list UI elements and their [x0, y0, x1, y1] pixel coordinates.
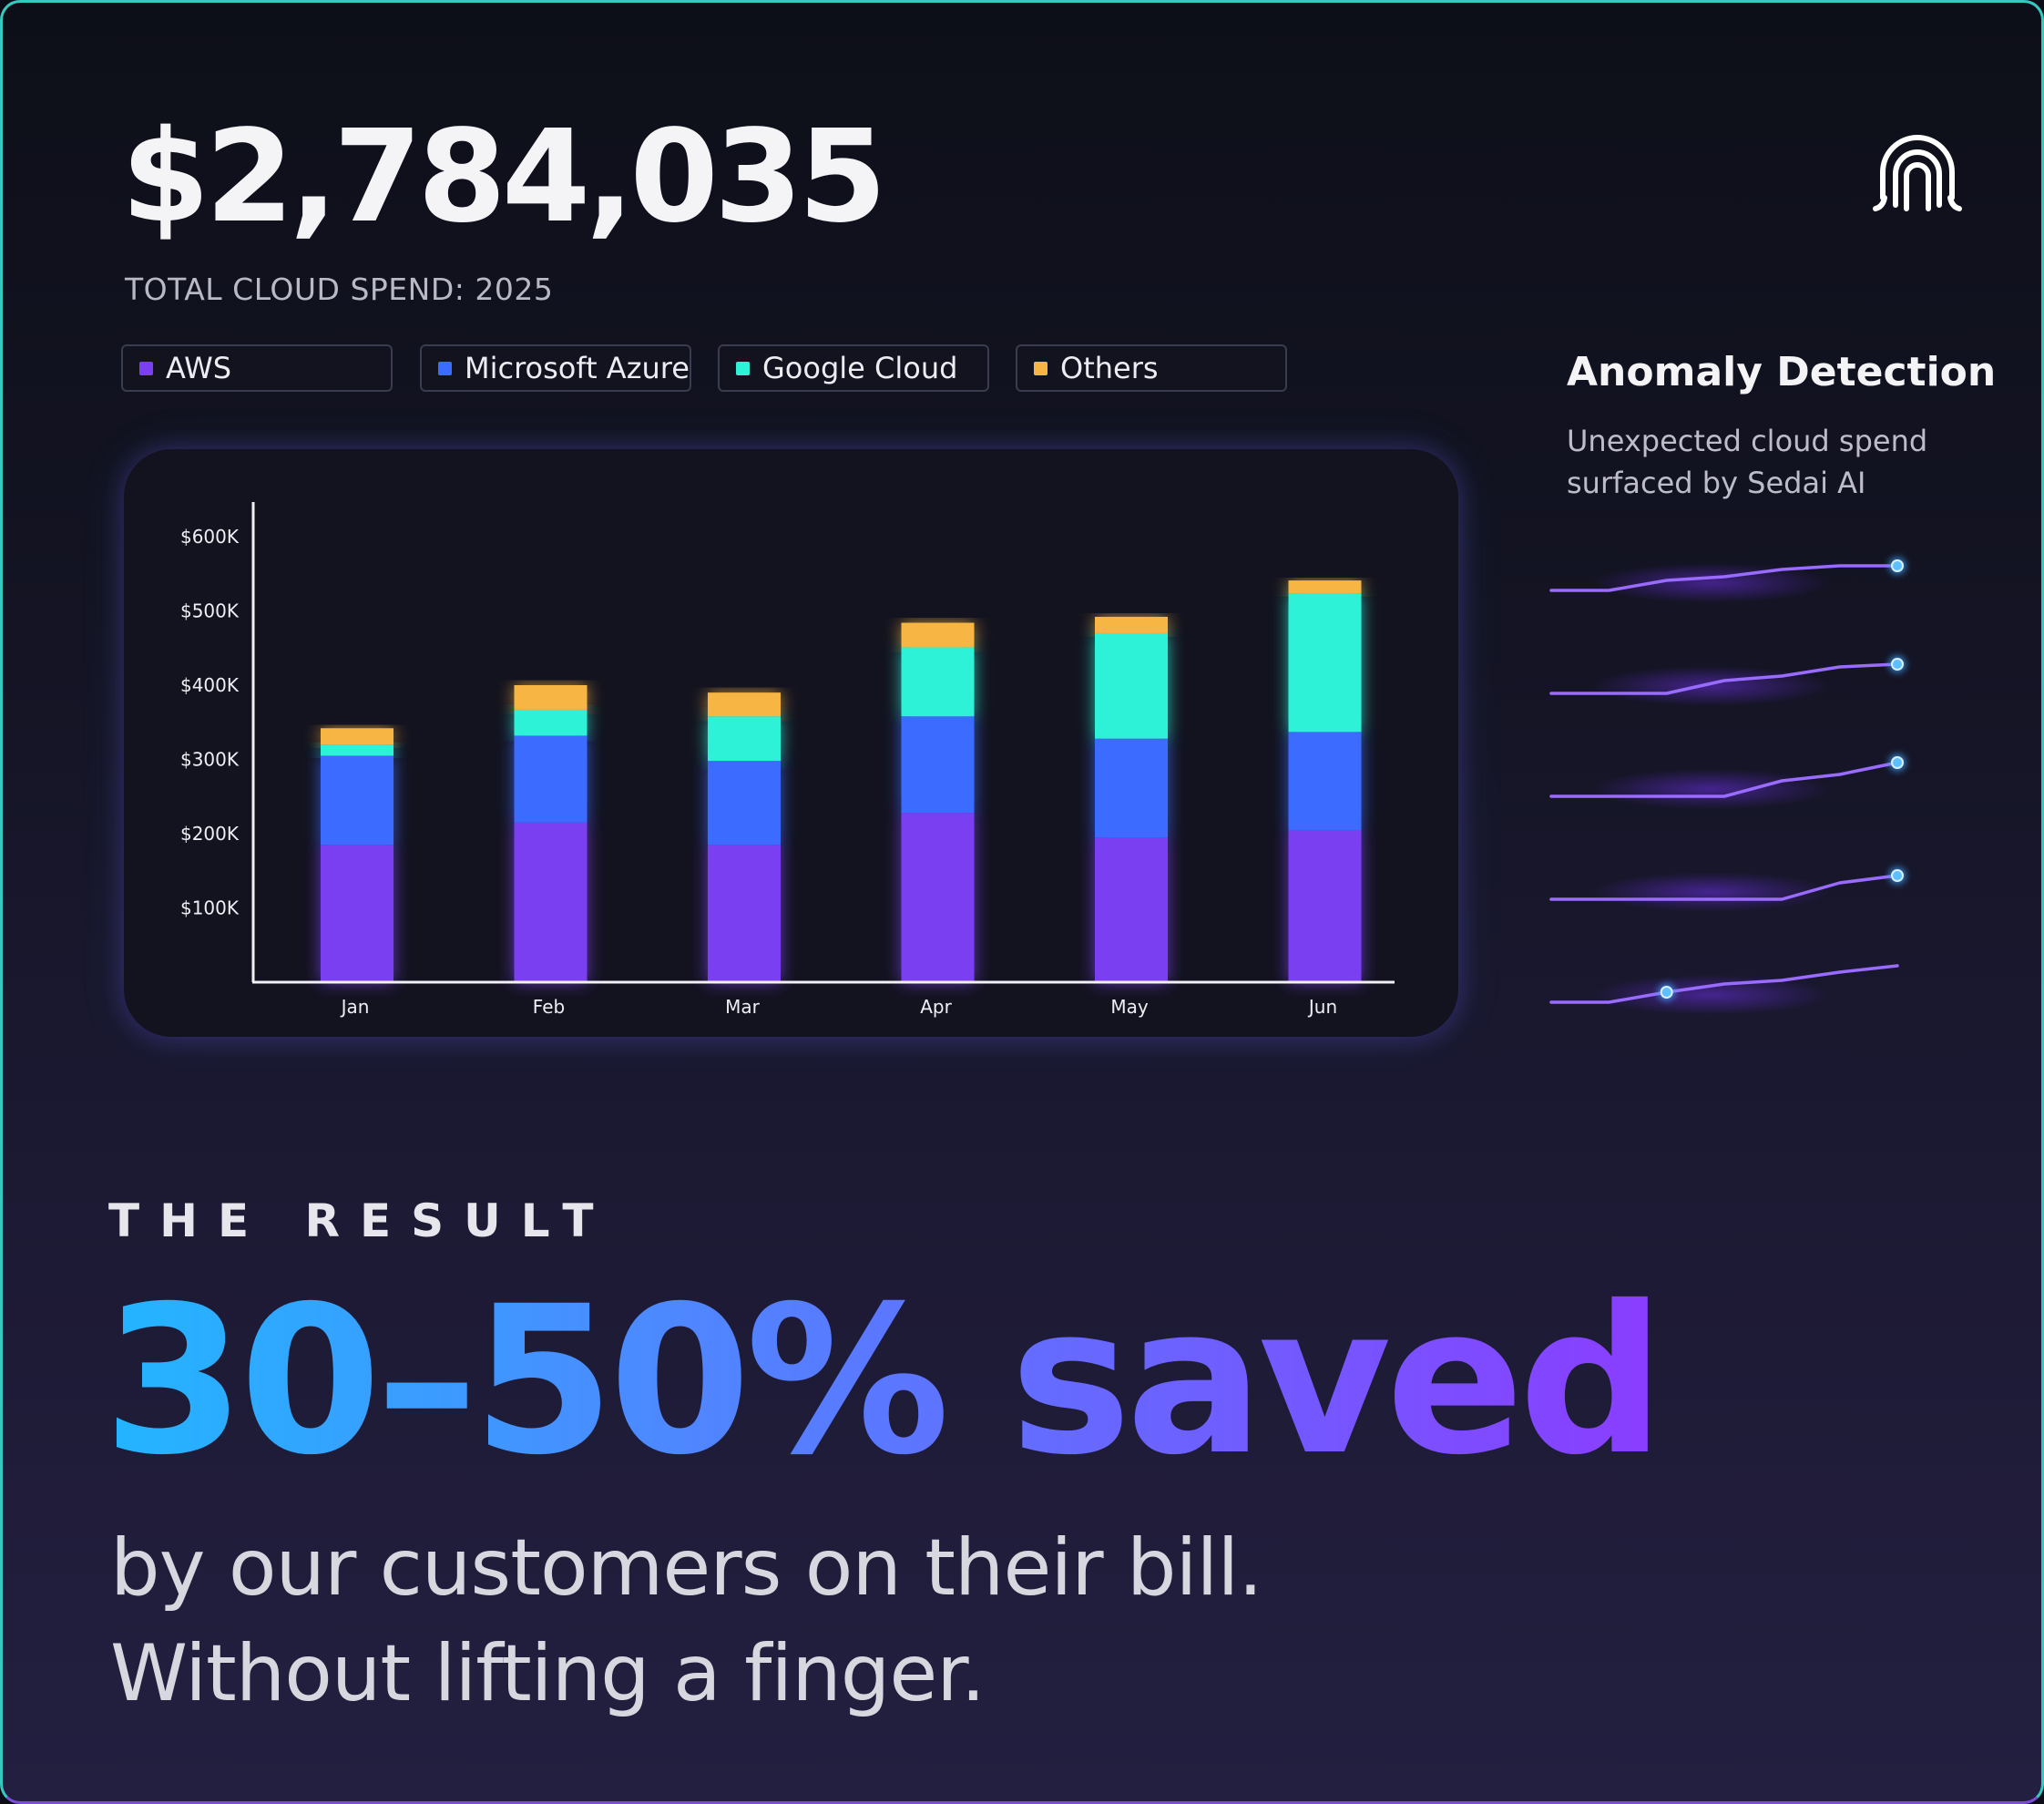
bar-segment-microsoft-azure-apr[interactable] [901, 716, 975, 814]
x-tick-label: Mar [725, 996, 761, 1018]
legend-label: Google Cloud [762, 351, 958, 385]
sparkline-shade [1592, 769, 1829, 809]
result-body: by our customers on their bill. Without … [110, 1515, 1263, 1727]
bar-segment-microsoft-azure-jun[interactable] [1288, 732, 1362, 830]
legend-swatch [438, 361, 452, 375]
sparkline-shade [1592, 872, 1829, 912]
x-tick-label: Feb [533, 996, 565, 1018]
savings-headline: 30–50% saved [103, 1262, 1665, 1500]
total-spend-value: $2,784,035 [121, 103, 887, 251]
bar-segment-microsoft-azure-may[interactable] [1095, 738, 1168, 838]
anomaly-marker[interactable] [1660, 986, 1673, 999]
bar-segment-aws-may[interactable] [1095, 837, 1168, 982]
sparkline-shade [1592, 563, 1829, 603]
bar-segment-microsoft-azure-mar[interactable] [708, 761, 781, 846]
sparkline-1 [1549, 564, 1899, 592]
chart-card: $100K $200K $300K $400K $500K $600K Jan Feb Mar… [124, 449, 1458, 1037]
legend-label: AWS [166, 351, 232, 385]
legend-item-aws[interactable]: AWS [121, 344, 393, 392]
bar-segment-microsoft-azure-jan[interactable] [321, 755, 393, 846]
anomaly-marker[interactable] [1891, 756, 1904, 769]
sparkline-shade [1592, 666, 1829, 706]
x-tick-label: Jan [340, 996, 370, 1018]
legend-item-others[interactable]: Others [1016, 344, 1287, 392]
x-tick-label: Jun [1307, 996, 1337, 1018]
sparkline-4 [1549, 874, 1899, 901]
result-line-2: Without lifting a finger. [110, 1628, 986, 1719]
bar-segment-google-cloud-jan[interactable] [321, 744, 393, 756]
bar-segment-google-cloud-may[interactable] [1095, 632, 1168, 739]
bar-segment-aws-feb[interactable] [514, 822, 588, 982]
total-spend-label: TOTAL CLOUD SPEND: 2025 [125, 272, 554, 307]
y-tick-label: $600K [180, 526, 240, 548]
anomaly-marker[interactable] [1891, 559, 1904, 572]
bar-segment-google-cloud-apr[interactable] [901, 647, 975, 717]
bar-segment-others-jan[interactable] [321, 728, 393, 745]
result-label: THE RESULT [108, 1194, 614, 1247]
bar-segment-google-cloud-jun[interactable] [1288, 593, 1362, 733]
bar-segment-microsoft-azure-feb[interactable] [514, 735, 588, 823]
sparkline-2 [1549, 662, 1899, 695]
legend-swatch [1034, 361, 1048, 375]
y-tick-label: $300K [180, 749, 240, 771]
anomaly-marker[interactable] [1891, 869, 1904, 882]
legend-item-azure[interactable]: Microsoft Azure [420, 344, 691, 392]
bar-segment-aws-mar[interactable] [708, 845, 781, 982]
sedai-logo-icon [1873, 135, 1962, 211]
legend-swatch [139, 361, 153, 375]
bar-segment-others-jun[interactable] [1288, 580, 1362, 594]
anomaly-subtitle: Unexpected cloud spend surfaced by Sedai… [1567, 424, 1928, 500]
anomaly-sparklines [1549, 558, 1906, 1015]
legend-label: Microsoft Azure [465, 351, 690, 385]
legend-label: Others [1060, 351, 1159, 385]
y-tick-label: $500K [180, 600, 240, 622]
bar-segment-google-cloud-feb[interactable] [514, 709, 588, 736]
x-tick-label: May [1110, 996, 1149, 1018]
sparkline-5 [1549, 964, 1899, 1004]
sparkline-shade [1592, 975, 1829, 1015]
bar-segment-aws-apr[interactable] [901, 813, 975, 982]
sparkline-3 [1549, 761, 1899, 798]
result-line-1: by our customers on their bill. [110, 1522, 1263, 1614]
y-tick-label: $100K [180, 897, 240, 919]
legend-swatch [736, 361, 750, 375]
anomaly-marker[interactable] [1891, 658, 1904, 671]
stacked-bar-chart: $100K $200K $300K $400K $500K $600K Jan Feb Mar… [180, 502, 1395, 1018]
bar-segment-others-apr[interactable] [901, 622, 975, 648]
bar-segment-others-mar[interactable] [708, 692, 781, 717]
y-tick-label: $400K [180, 674, 240, 696]
legend-item-google-cloud[interactable]: Google Cloud [718, 344, 989, 392]
bar-segment-others-feb[interactable] [514, 685, 588, 710]
bar-segment-google-cloud-mar[interactable] [708, 716, 781, 762]
anomaly-title: Anomaly Detection [1567, 349, 1997, 395]
y-tick-label: $200K [180, 823, 240, 845]
bar-segment-others-may[interactable] [1095, 617, 1168, 633]
x-tick-label: Apr [920, 996, 952, 1018]
bar-segment-aws-jan[interactable] [321, 845, 393, 982]
bar-segment-aws-jun[interactable] [1288, 829, 1362, 982]
